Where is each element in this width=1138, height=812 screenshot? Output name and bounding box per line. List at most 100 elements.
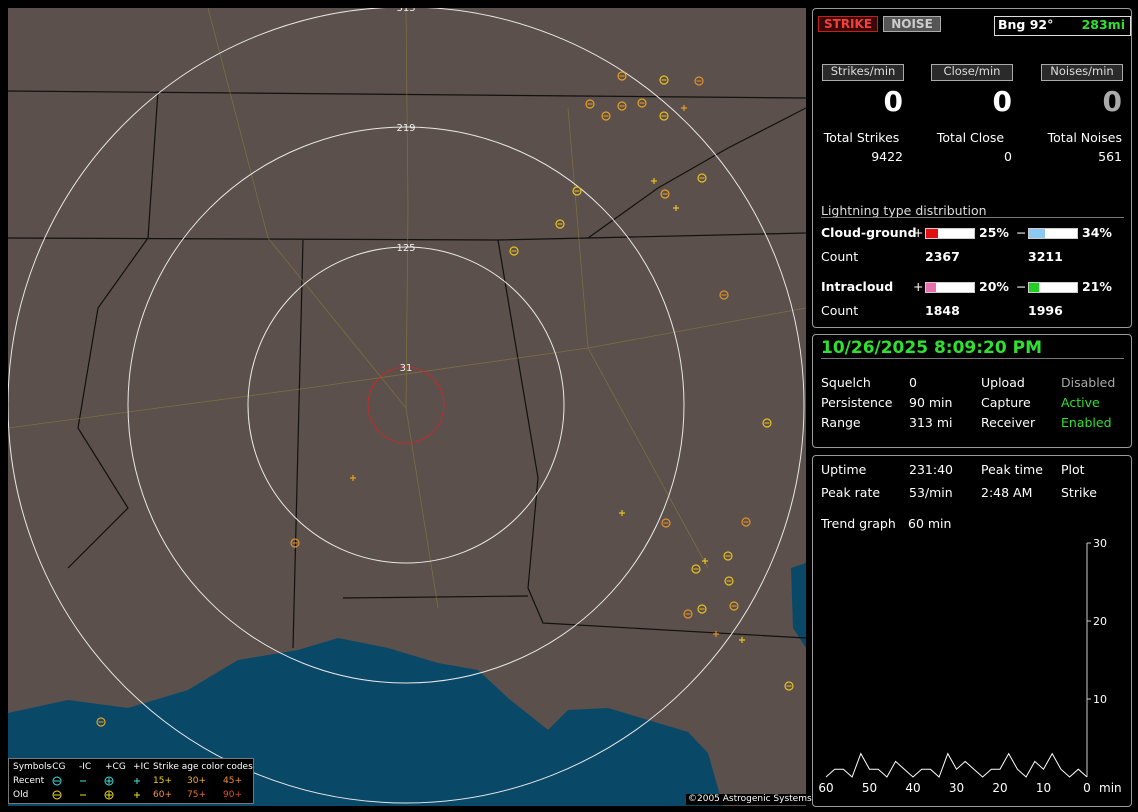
legend-symbol <box>52 790 62 800</box>
bar-track <box>1028 282 1078 293</box>
strike-marker <box>617 71 627 81</box>
strike-marker <box>637 98 647 108</box>
strike-marker <box>713 631 719 637</box>
range-label: 125 <box>396 243 415 254</box>
divider <box>821 358 1124 359</box>
distribution-title: Lightning type distribution <box>821 203 987 218</box>
total-label: Total Noises <box>1047 130 1122 145</box>
rate-button[interactable]: Noises/min <box>1041 64 1123 81</box>
range-rings <box>8 8 805 804</box>
total-label: Total Strikes <box>823 130 900 145</box>
trend-value: 60 min <box>908 516 952 531</box>
range-label: 31 <box>400 363 413 374</box>
legend-age: 60+ <box>153 790 172 800</box>
total-value: 561 <box>1098 149 1122 164</box>
strike-marker <box>673 205 679 211</box>
range-ring <box>247 246 565 564</box>
strike-marker <box>697 604 707 614</box>
bar-track <box>925 282 975 293</box>
strike-marker <box>681 105 687 111</box>
status-text: Persistence <box>821 395 893 410</box>
state-borders <box>8 90 806 649</box>
strike-marker <box>683 609 693 619</box>
strike-marker <box>697 173 707 183</box>
legend-symbol <box>104 776 114 786</box>
range-ring <box>8 8 805 804</box>
stat-text: 2:48 AM <box>981 485 1033 500</box>
rate-value: 0 <box>1102 85 1122 118</box>
strike-marker <box>601 111 611 121</box>
strike-marker <box>719 290 729 300</box>
strike-marker <box>694 76 704 86</box>
map-legend: Symbols -CG -IC +CG +IC Strike age color code… <box>8 758 254 804</box>
noise-button[interactable]: NOISE <box>883 16 941 32</box>
strike-marker <box>729 601 739 611</box>
stat-text: Strike <box>1061 485 1097 500</box>
strike-marker <box>660 189 670 199</box>
legend-age: 90+ <box>223 790 242 800</box>
rate-value: 0 <box>992 85 1012 118</box>
stat-text: Peak rate <box>821 485 881 500</box>
status-text: Active <box>1061 395 1100 410</box>
sign: − <box>1016 279 1027 294</box>
strike-marker <box>617 101 627 111</box>
type-label: Cloud-ground <box>821 225 917 240</box>
bar-track <box>1028 228 1078 239</box>
water <box>791 563 806 648</box>
strike-marker <box>555 219 565 229</box>
y-tick-label: 30 <box>1093 537 1107 550</box>
percent-label: 21% <box>1082 279 1112 294</box>
bearing: Bng 92° <box>998 17 1054 32</box>
strike-marker <box>723 551 733 561</box>
strike-marker <box>659 111 669 121</box>
rate-button[interactable]: Strikes/min <box>822 64 904 81</box>
count-value: 3211 <box>1028 249 1063 264</box>
sign: − <box>1016 225 1027 240</box>
legend-symbol <box>106 792 112 798</box>
legend-col: +IC <box>133 762 150 772</box>
count-label: Count <box>821 249 859 264</box>
strike-marker <box>350 475 356 481</box>
strike-marker <box>739 637 745 643</box>
range-ring <box>127 126 685 684</box>
bar-track <box>925 228 975 239</box>
x-tick-label: 20 <box>992 781 1007 795</box>
stat-text: 231:40 <box>909 462 953 477</box>
trend-chart: 10 20 30 60 50 40 30 20 10 0 min <box>818 537 1121 795</box>
strike-marker <box>572 186 582 196</box>
bearing-box <box>994 16 1131 36</box>
status-text: 0 <box>909 375 917 390</box>
x-tick-label: 60 <box>818 781 833 795</box>
range-label: 219 <box>396 123 415 134</box>
count-value: 1996 <box>1028 303 1063 318</box>
legend-age: 30+ <box>187 776 206 786</box>
strike-marker <box>619 510 625 516</box>
copyright: ©2005 Astrogenic Systems <box>686 794 814 805</box>
strike-marker <box>741 517 751 527</box>
legend-col: -IC <box>79 762 92 772</box>
status-text: Range <box>821 415 861 430</box>
x-tick-label: 30 <box>949 781 964 795</box>
sign: + <box>913 225 924 240</box>
legend-age: 15+ <box>153 776 172 786</box>
trend-line <box>825 752 1088 778</box>
x-tick-label: 0 <box>1083 781 1091 795</box>
total-value: 0 <box>1004 149 1012 164</box>
strike-marker <box>691 564 701 574</box>
legend-symbol <box>134 778 140 784</box>
y-tick-label: 20 <box>1093 615 1107 628</box>
strike-button[interactable]: STRIKE <box>818 16 878 32</box>
legend-age-title: Strike age color codes <box>153 762 253 772</box>
divider <box>821 217 1124 218</box>
strike-marker <box>661 518 671 528</box>
total-label: Total Close <box>936 130 1005 145</box>
legend-symbol <box>104 790 114 800</box>
legend-recent: Recent <box>13 776 45 786</box>
percent-bar <box>926 229 938 238</box>
x-tick-label: 50 <box>862 781 877 795</box>
sign: + <box>913 279 924 294</box>
strike-marker <box>509 246 519 256</box>
rate-button[interactable]: Close/min <box>931 64 1013 81</box>
strike-panel <box>812 8 1132 328</box>
